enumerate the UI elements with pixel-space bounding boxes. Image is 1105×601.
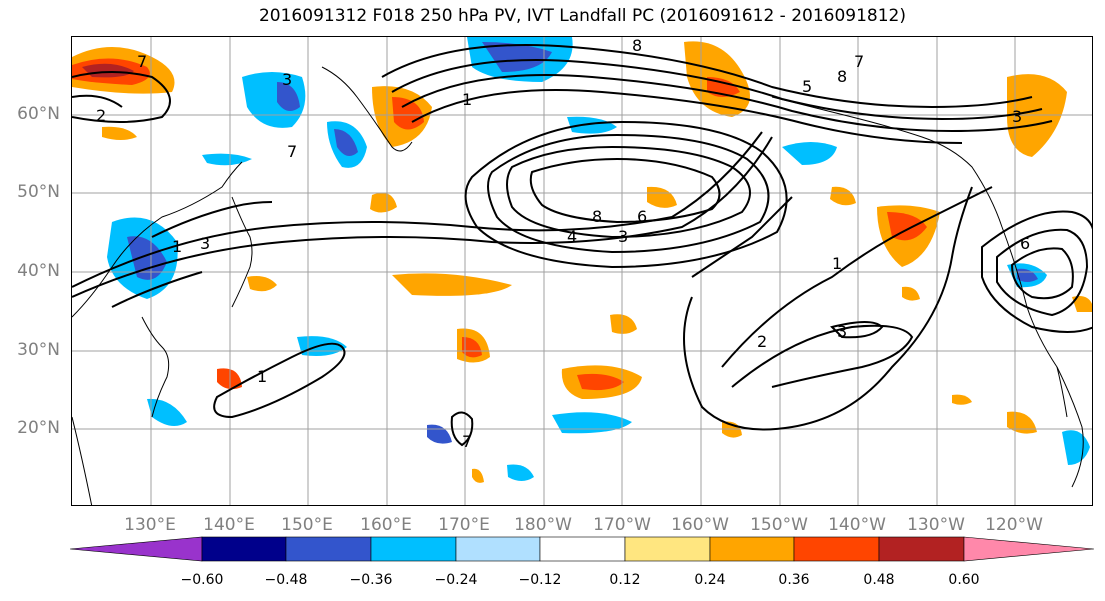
shade-blue-7: [427, 424, 452, 444]
contour-label: 3: [837, 322, 847, 341]
colorbar-tick: −0.60: [180, 572, 224, 588]
shade-orange-17: [1072, 296, 1092, 312]
shade-orange-8: [610, 314, 637, 334]
colorbar-tick: 0.60: [948, 572, 980, 588]
colorbar-segment: [963, 536, 1094, 562]
shade-orange-13: [1007, 411, 1037, 434]
shade-blue-8: [507, 464, 534, 481]
shade-blue-3b: [127, 236, 167, 280]
colorbar-segment: [539, 536, 626, 562]
contour-label: 3: [1012, 107, 1022, 126]
contour-label: 7: [287, 142, 297, 161]
contour-label: 7: [137, 52, 147, 71]
ivt-contours: [72, 44, 1092, 447]
shade-blue-6: [147, 398, 187, 426]
contour-label: 1: [257, 367, 267, 386]
shade-blue-5: [552, 412, 632, 434]
shade-blue-10: [567, 116, 617, 134]
shade-orange-19: [472, 468, 484, 483]
contour-label: 6: [1020, 234, 1030, 253]
contour-label: 1: [832, 254, 842, 273]
lon-label: 160°E: [360, 515, 412, 535]
shade-orange-20: [952, 394, 972, 405]
colorbar-tick: −0.36: [349, 572, 393, 588]
lat-label: 40°N: [17, 261, 60, 281]
lon-label: 130°W: [907, 515, 965, 535]
shade-blue-top-b: [482, 42, 552, 72]
shade-blue-1b: [277, 82, 300, 111]
shade-orange-18: [902, 286, 920, 301]
shade-red-4: [887, 212, 927, 241]
colorbar-tick: 0.12: [609, 572, 641, 588]
graticule: [72, 37, 1092, 505]
lon-label: 160°W: [671, 515, 729, 535]
lon-label: 170°W: [593, 515, 651, 535]
map-title: 2016091312 F018 250 hPa PV, IVT Landfall…: [258, 6, 906, 26]
shade-orange-15: [830, 186, 856, 206]
contour-label: 3: [618, 227, 628, 246]
lat-label: 60°N: [17, 104, 60, 124]
colorbar-tick: −0.12: [518, 572, 562, 588]
map-canvas: 7 2 3 1 3 7 1 8 4 6 3 8 7 5 8 3 1 2 3 1 …: [72, 37, 1092, 505]
lon-label: 140°W: [828, 515, 886, 535]
colorbar-segment: [455, 536, 541, 562]
lon-label: 150°E: [281, 515, 333, 535]
contour-label: 2: [757, 332, 767, 351]
shade-red-7: [577, 373, 624, 391]
shade-darkred-nw: [82, 63, 134, 78]
colorbar-tick: 0.24: [694, 572, 726, 588]
lon-label: 180°W: [514, 515, 572, 535]
shade-orange-14: [722, 421, 742, 438]
shade-orange-10: [247, 276, 277, 292]
shade-red-1: [392, 97, 424, 130]
colorbar-segment: [793, 536, 880, 562]
shade-orange-3: [1007, 74, 1067, 157]
shade-orange-16: [102, 126, 137, 140]
shade-orange-11: [370, 192, 397, 213]
colorbar-segment: [878, 536, 965, 562]
colorbar-segment: [709, 536, 795, 562]
colorbar-tick: 0.48: [863, 572, 895, 588]
contour-label: 8: [837, 67, 847, 86]
lon-label: 150°W: [750, 515, 808, 535]
contour-label: 2: [96, 106, 106, 125]
contour-label: 1: [462, 90, 472, 109]
contour-label: 8: [592, 207, 602, 226]
lat-label: 30°N: [17, 340, 60, 360]
colorbar-tick: −0.48: [264, 572, 308, 588]
contour-label: 7: [462, 432, 472, 451]
contour-label: 5: [802, 77, 812, 96]
shade-orange-12: [647, 186, 677, 208]
lat-label: 20°N: [17, 418, 60, 438]
shade-red-6: [462, 337, 482, 358]
shade-blue-mid: [782, 142, 837, 165]
contour-label: 3: [282, 70, 292, 89]
colorbar-segment: [285, 536, 372, 562]
colorbar-segment: [624, 536, 711, 562]
colorbar-segment: [70, 536, 203, 562]
shade-blue-9: [1062, 430, 1090, 465]
colorbar-tick: 0.36: [778, 572, 810, 588]
contour-label: 4: [567, 227, 577, 246]
lon-label: 140°E: [203, 515, 255, 535]
lon-label: 130°E: [124, 515, 176, 535]
contour-label: 7: [854, 52, 864, 71]
contour-label: 6: [637, 207, 647, 226]
contour-label: 8: [632, 37, 642, 55]
lon-label: 120°W: [985, 515, 1043, 535]
shade-orange-5: [392, 273, 512, 296]
lat-label: 50°N: [17, 182, 60, 202]
shade-blue-2b: [334, 129, 358, 156]
shade-blue-11: [202, 153, 252, 166]
colorbar-segment: [201, 536, 287, 562]
map-panel: 7 2 3 1 3 7 1 8 4 6 3 8 7 5 8 3 1 2 3 1 …: [71, 36, 1093, 506]
coastlines: [72, 66, 1084, 505]
contour-labels: 7 2 3 1 3 7 1 8 4 6 3 8 7 5 8 3 1 2 3 1 …: [96, 37, 1030, 451]
contour-label: 1: [172, 237, 182, 256]
colorbar: [70, 536, 1094, 562]
lon-label: 170°E: [438, 515, 490, 535]
contour-label: 3: [200, 234, 210, 253]
colorbar-tick: −0.24: [434, 572, 478, 588]
colorbar-segment: [370, 536, 457, 562]
